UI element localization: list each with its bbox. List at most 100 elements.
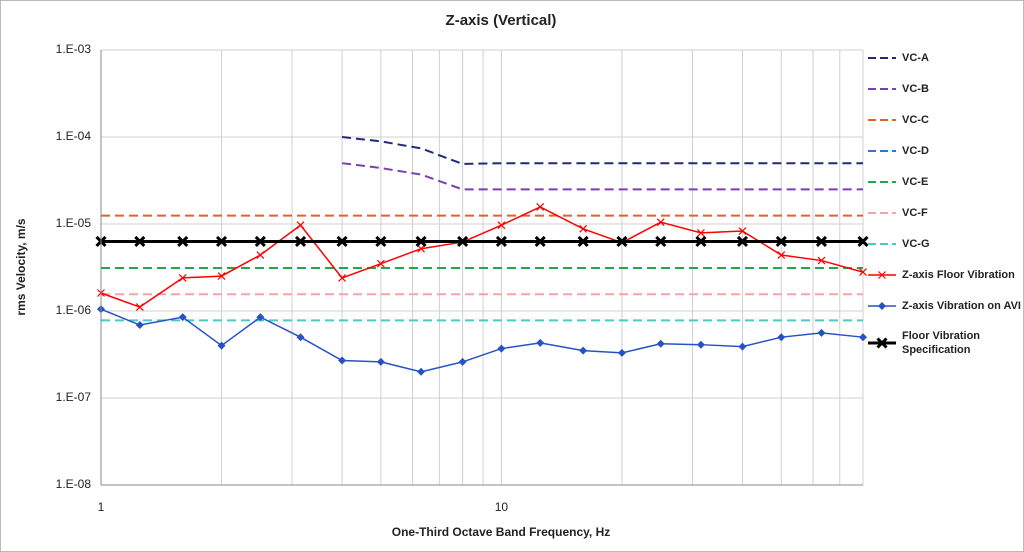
marker xyxy=(134,235,146,248)
marker xyxy=(338,356,347,365)
y-tick-label: 1.E-08 xyxy=(56,477,92,491)
marker xyxy=(815,235,828,248)
x-axis-title: One-Third Octave Band Frequency, Hz xyxy=(392,525,610,539)
y-tick-label: 1.E-04 xyxy=(56,129,92,143)
marker xyxy=(579,224,588,233)
y-tick-label: 1.E-03 xyxy=(56,42,92,56)
marker xyxy=(878,301,886,310)
marker xyxy=(617,348,626,357)
legend-item: VC-D xyxy=(866,135,1022,166)
series-line xyxy=(100,308,864,373)
marker xyxy=(256,313,265,322)
marker xyxy=(655,235,667,248)
marker xyxy=(876,337,888,349)
legend-item: Floor Vibration Specification xyxy=(866,321,1022,365)
marker xyxy=(178,273,187,282)
marker xyxy=(417,367,426,376)
legend-item: VC-C xyxy=(866,104,1022,135)
marker xyxy=(338,273,346,282)
marker xyxy=(696,340,705,349)
marker xyxy=(376,357,385,366)
legend-label: VC-C xyxy=(902,113,929,126)
legend: VC-A VC-B VC-C VC-D VC-E VC-F VC-G Z-axis Floor… xyxy=(866,42,1022,365)
marker xyxy=(177,235,189,248)
marker xyxy=(534,235,546,248)
marker xyxy=(417,244,425,253)
plot-area xyxy=(95,136,869,376)
marker xyxy=(656,218,665,227)
marker xyxy=(536,338,545,347)
legend-item: Z-axis Vibration on AVI xyxy=(866,290,1022,321)
legend-item: Z-axis Floor Vibration xyxy=(866,259,1022,290)
x-tick-label: 1 xyxy=(98,500,105,514)
marker xyxy=(857,235,869,248)
legend-label: VC-A xyxy=(902,51,929,64)
marker xyxy=(375,235,387,248)
marker xyxy=(777,333,786,342)
legend-label: VC-G xyxy=(902,237,930,250)
marker xyxy=(217,272,226,281)
series-line xyxy=(100,206,864,308)
marker xyxy=(135,321,144,330)
legend-swatch xyxy=(868,242,896,245)
marker xyxy=(736,235,749,248)
legend-item: VC-G xyxy=(866,228,1022,259)
y-tick-label: 1.E-06 xyxy=(56,303,92,317)
legend-label: Z-axis Floor Vibration xyxy=(902,268,1015,281)
marker xyxy=(579,346,588,355)
marker xyxy=(254,235,266,248)
marker xyxy=(695,235,707,248)
legend-swatch xyxy=(868,149,896,152)
legend-item: VC-A xyxy=(866,42,1022,73)
marker xyxy=(616,235,628,248)
marker xyxy=(859,268,867,277)
series-line xyxy=(341,136,863,165)
marker xyxy=(217,341,226,350)
marker xyxy=(495,235,507,248)
legend-label: Floor Vibration Specification xyxy=(902,330,981,356)
marker xyxy=(536,203,545,211)
marker xyxy=(859,333,867,342)
legend-label: Z-axis Vibration on AVI xyxy=(902,299,1021,312)
legend-swatch xyxy=(868,87,896,90)
marker xyxy=(457,235,469,248)
y-tick-label: 1.E-05 xyxy=(56,216,92,230)
legend-swatch xyxy=(868,118,896,121)
marker xyxy=(656,339,665,348)
legend-item: VC-E xyxy=(866,166,1022,197)
marker xyxy=(135,303,144,311)
marker xyxy=(817,328,826,337)
legend-swatch xyxy=(868,301,896,310)
marker xyxy=(878,270,886,279)
marker xyxy=(215,235,228,248)
legend-label: VC-E xyxy=(902,175,929,188)
legend-item: VC-B xyxy=(866,73,1022,104)
marker xyxy=(577,235,589,248)
legend-label: VC-F xyxy=(902,206,928,219)
y-tick-label: 1.E-07 xyxy=(56,390,92,404)
marker xyxy=(296,333,305,342)
marker xyxy=(697,228,705,237)
legend-label: VC-B xyxy=(902,82,929,95)
chart-title: Z-axis (Vertical) xyxy=(446,12,557,29)
marker xyxy=(294,235,307,248)
series-line xyxy=(341,162,863,191)
marker xyxy=(336,235,348,248)
marker xyxy=(497,221,506,230)
marker xyxy=(817,256,826,265)
marker xyxy=(376,259,385,268)
marker xyxy=(777,251,786,259)
y-axis-title: rms Velocity, m/s xyxy=(14,218,28,315)
marker xyxy=(296,221,305,230)
legend-swatch xyxy=(868,211,896,214)
marker xyxy=(415,235,427,248)
legend-item: VC-F xyxy=(866,197,1022,228)
legend-swatch xyxy=(868,56,896,59)
marker xyxy=(256,251,265,259)
marker xyxy=(458,357,467,366)
marker xyxy=(775,235,787,248)
marker xyxy=(738,342,747,351)
